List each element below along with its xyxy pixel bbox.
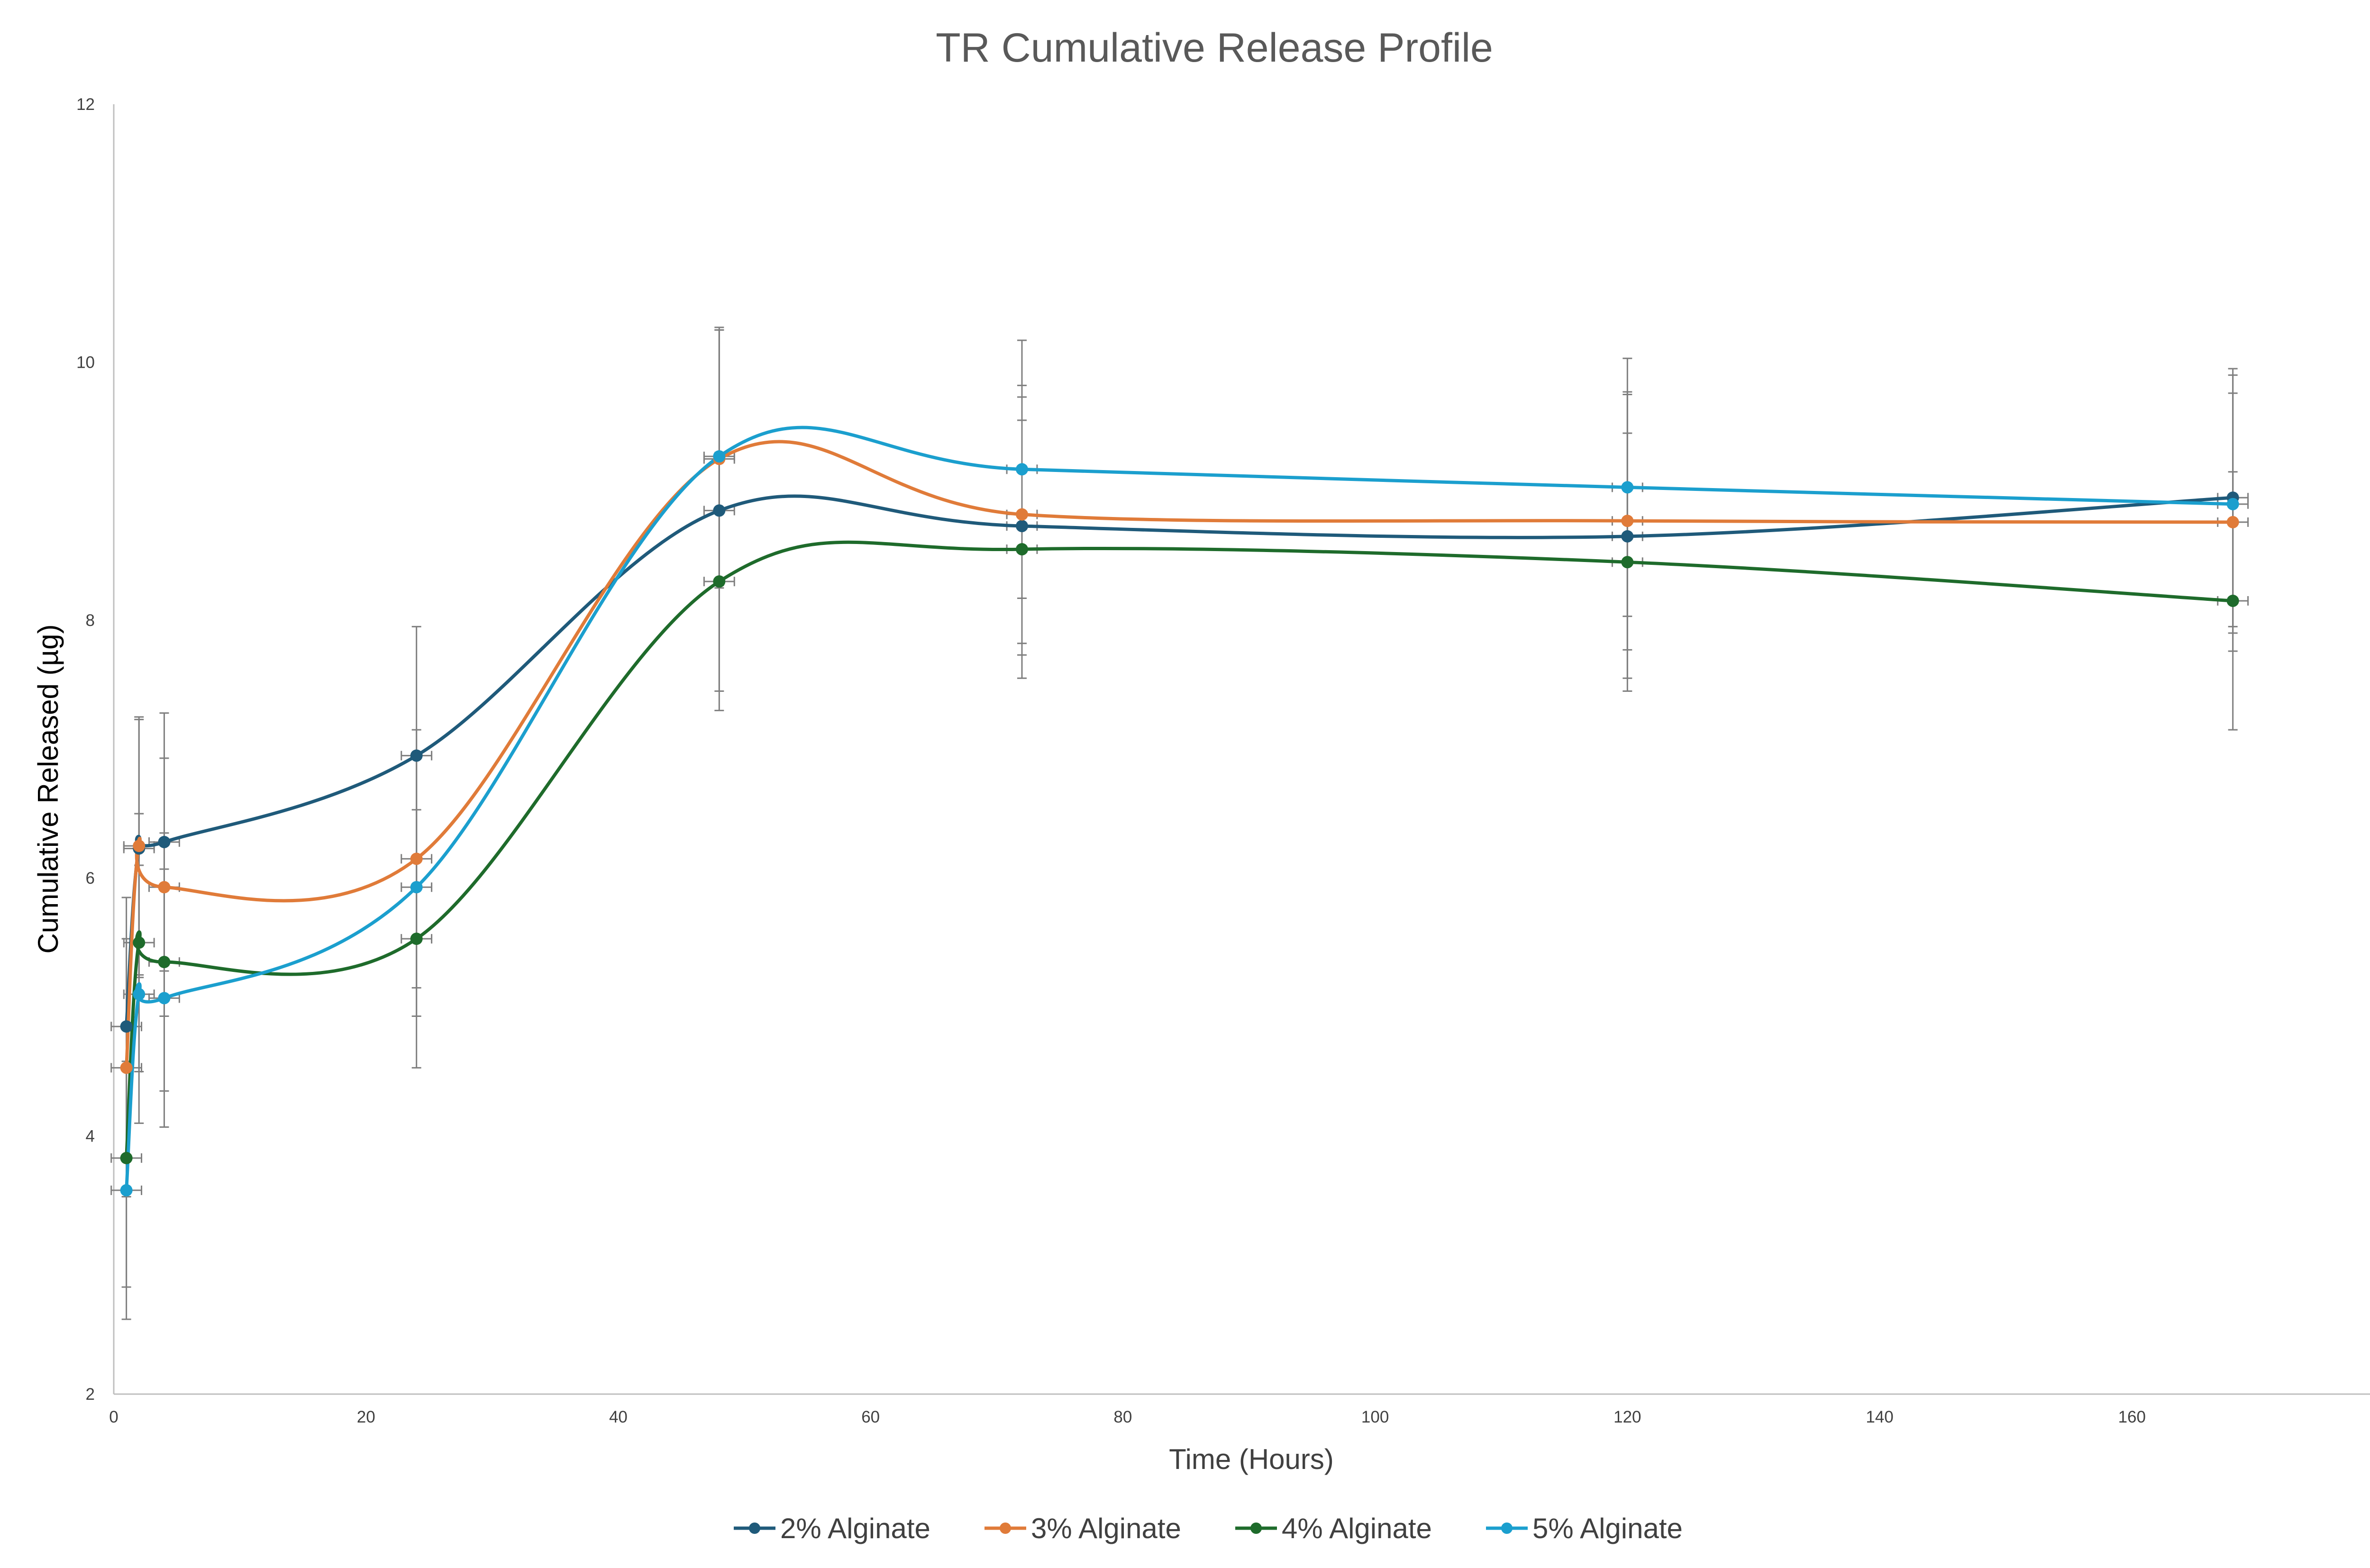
x-tick-label: 80 bbox=[1113, 1408, 1132, 1426]
data-point-5-alginate bbox=[713, 450, 726, 463]
data-point-3-alginate bbox=[120, 1061, 133, 1074]
x-axis-title: Time (Hours) bbox=[1169, 1443, 1334, 1475]
x-tick-label: 140 bbox=[1866, 1408, 1893, 1426]
data-point-4-alginate bbox=[2226, 594, 2239, 607]
x-tick-label: 60 bbox=[861, 1408, 880, 1426]
legend-label-3-alginate: 3% Alginate bbox=[1031, 1513, 1181, 1544]
data-point-2-alginate bbox=[410, 749, 423, 762]
data-point-4-alginate bbox=[410, 933, 423, 945]
data-point-3-alginate bbox=[158, 881, 171, 894]
series-line-3-alginate bbox=[125, 440, 2235, 1070]
legend-marker-2-alginate bbox=[749, 1523, 760, 1534]
data-point-5-alginate bbox=[2226, 498, 2239, 510]
legend-label-2-alginate: 2% Alginate bbox=[780, 1513, 930, 1544]
data-point-4-alginate bbox=[1016, 543, 1028, 556]
data-point-2-alginate bbox=[713, 504, 726, 517]
error-bars bbox=[110, 326, 2249, 1320]
legend-label-4-alginate: 4% Alginate bbox=[1282, 1513, 1432, 1544]
data-point-5-alginate bbox=[410, 881, 423, 894]
data-point-4-alginate bbox=[133, 936, 146, 949]
data-point-5-alginate bbox=[1621, 481, 1634, 494]
data-point-5-alginate bbox=[1016, 463, 1028, 476]
tick-labels: 02040608010012014016018024681012 bbox=[76, 95, 2146, 1426]
series-line-2-alginate bbox=[125, 494, 2235, 1028]
series-lines bbox=[125, 426, 2235, 1192]
y-tick-label: 4 bbox=[86, 1127, 95, 1146]
series-markers bbox=[120, 450, 2239, 1196]
legend-marker-4-alginate bbox=[1250, 1523, 1262, 1534]
axes bbox=[113, 104, 2370, 1395]
x-tick-label: 40 bbox=[609, 1408, 628, 1426]
legend-item-3-alginate: 3% Alginate bbox=[984, 1513, 1181, 1544]
data-point-3-alginate bbox=[2226, 516, 2239, 528]
legend-item-2-alginate: 2% Alginate bbox=[734, 1513, 930, 1544]
x-tick-label: 0 bbox=[109, 1408, 118, 1426]
chart-title: TR Cumulative Release Profile bbox=[936, 25, 1493, 71]
legend-item-5-alginate: 5% Alginate bbox=[1486, 1513, 1683, 1544]
data-point-3-alginate bbox=[1016, 508, 1028, 521]
data-point-5-alginate bbox=[158, 992, 171, 1005]
data-point-2-alginate bbox=[158, 835, 171, 848]
data-point-4-alginate bbox=[713, 575, 726, 588]
y-tick-label: 12 bbox=[76, 95, 95, 114]
data-point-2-alginate bbox=[120, 1020, 133, 1033]
y-tick-label: 2 bbox=[86, 1385, 95, 1404]
data-point-3-alginate bbox=[133, 840, 146, 852]
data-point-2-alginate bbox=[1621, 530, 1634, 543]
y-axis-title: Cumulative Released (µg) bbox=[32, 625, 64, 954]
legend-marker-5-alginate bbox=[1501, 1523, 1513, 1534]
data-point-5-alginate bbox=[133, 988, 146, 1001]
y-tick-label: 6 bbox=[86, 869, 95, 888]
y-tick-label: 8 bbox=[86, 611, 95, 630]
data-point-4-alginate bbox=[120, 1151, 133, 1164]
x-tick-label: 120 bbox=[1613, 1408, 1641, 1426]
data-point-2-alginate bbox=[1016, 520, 1028, 533]
data-point-5-alginate bbox=[120, 1184, 133, 1196]
series-line-4-alginate bbox=[125, 540, 2235, 1160]
series-line-5-alginate bbox=[125, 426, 2235, 1192]
x-tick-label: 20 bbox=[357, 1408, 375, 1426]
data-point-3-alginate bbox=[1621, 515, 1634, 527]
x-tick-label: 160 bbox=[2118, 1408, 2146, 1426]
legend-marker-3-alginate bbox=[1000, 1523, 1011, 1534]
y-tick-label: 10 bbox=[76, 353, 95, 372]
x-tick-label: 100 bbox=[1361, 1408, 1389, 1426]
legend-label-5-alginate: 5% Alginate bbox=[1532, 1513, 1683, 1544]
data-point-3-alginate bbox=[410, 852, 423, 865]
legend: 2% Alginate 3% Alginate 4% Alginate 5% Algi… bbox=[734, 1513, 1683, 1544]
legend-item-4-alginate: 4% Alginate bbox=[1235, 1513, 1432, 1544]
data-point-4-alginate bbox=[1621, 556, 1634, 569]
data-point-4-alginate bbox=[158, 956, 171, 969]
